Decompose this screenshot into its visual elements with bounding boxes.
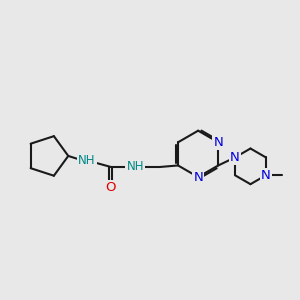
Text: N: N: [261, 169, 271, 182]
Text: NH: NH: [78, 154, 96, 167]
Text: N: N: [213, 136, 223, 149]
Text: N: N: [230, 151, 240, 164]
Text: N: N: [193, 170, 203, 184]
Text: O: O: [106, 181, 116, 194]
Text: NH: NH: [126, 160, 144, 173]
